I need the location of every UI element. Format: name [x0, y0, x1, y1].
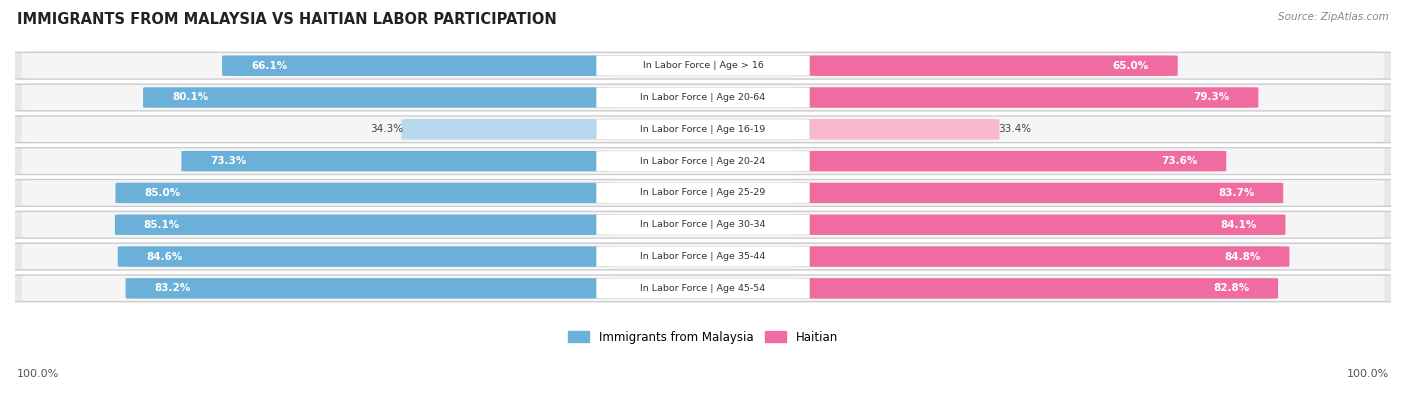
FancyBboxPatch shape	[596, 214, 810, 235]
Text: 100.0%: 100.0%	[1347, 369, 1389, 379]
Text: In Labor Force | Age 35-44: In Labor Force | Age 35-44	[640, 252, 766, 261]
Text: In Labor Force | Age 30-34: In Labor Force | Age 30-34	[640, 220, 766, 229]
Text: 34.3%: 34.3%	[370, 124, 404, 134]
FancyBboxPatch shape	[22, 53, 1384, 78]
FancyBboxPatch shape	[8, 180, 1398, 206]
FancyBboxPatch shape	[22, 244, 1384, 269]
Text: 33.4%: 33.4%	[998, 124, 1031, 134]
Text: 85.1%: 85.1%	[143, 220, 180, 230]
FancyBboxPatch shape	[181, 151, 612, 171]
FancyBboxPatch shape	[22, 85, 1384, 110]
FancyBboxPatch shape	[22, 117, 1384, 142]
FancyBboxPatch shape	[22, 276, 1384, 301]
FancyBboxPatch shape	[143, 87, 612, 108]
FancyBboxPatch shape	[8, 275, 1398, 302]
Legend: Immigrants from Malaysia, Haitian: Immigrants from Malaysia, Haitian	[564, 326, 842, 348]
Text: In Labor Force | Age 45-54: In Labor Force | Age 45-54	[640, 284, 766, 293]
Text: 84.8%: 84.8%	[1225, 252, 1261, 261]
FancyBboxPatch shape	[222, 55, 612, 76]
Text: In Labor Force | Age 25-29: In Labor Force | Age 25-29	[640, 188, 766, 198]
FancyBboxPatch shape	[794, 278, 1278, 299]
Text: In Labor Force | Age 16-19: In Labor Force | Age 16-19	[640, 125, 766, 134]
FancyBboxPatch shape	[596, 56, 810, 76]
FancyBboxPatch shape	[794, 151, 1226, 171]
FancyBboxPatch shape	[596, 87, 810, 108]
FancyBboxPatch shape	[8, 52, 1398, 79]
FancyBboxPatch shape	[794, 214, 1285, 235]
Text: In Labor Force | Age 20-24: In Labor Force | Age 20-24	[640, 157, 766, 166]
Text: 65.0%: 65.0%	[1112, 61, 1149, 71]
Text: 66.1%: 66.1%	[250, 61, 287, 71]
FancyBboxPatch shape	[794, 87, 1258, 108]
FancyBboxPatch shape	[8, 116, 1398, 143]
FancyBboxPatch shape	[794, 55, 1178, 76]
Text: 100.0%: 100.0%	[17, 369, 59, 379]
Text: 84.1%: 84.1%	[1220, 220, 1257, 230]
Text: Source: ZipAtlas.com: Source: ZipAtlas.com	[1278, 12, 1389, 22]
FancyBboxPatch shape	[596, 278, 810, 299]
Text: 83.7%: 83.7%	[1218, 188, 1254, 198]
FancyBboxPatch shape	[115, 214, 612, 235]
Text: 73.3%: 73.3%	[211, 156, 246, 166]
Text: 80.1%: 80.1%	[172, 92, 208, 102]
FancyBboxPatch shape	[402, 119, 612, 139]
Text: In Labor Force | Age 20-64: In Labor Force | Age 20-64	[640, 93, 766, 102]
FancyBboxPatch shape	[596, 246, 810, 267]
FancyBboxPatch shape	[8, 243, 1398, 270]
FancyBboxPatch shape	[596, 183, 810, 203]
FancyBboxPatch shape	[8, 148, 1398, 175]
FancyBboxPatch shape	[8, 84, 1398, 111]
Text: IMMIGRANTS FROM MALAYSIA VS HAITIAN LABOR PARTICIPATION: IMMIGRANTS FROM MALAYSIA VS HAITIAN LABO…	[17, 12, 557, 27]
FancyBboxPatch shape	[22, 149, 1384, 174]
FancyBboxPatch shape	[794, 246, 1289, 267]
FancyBboxPatch shape	[22, 181, 1384, 205]
Text: 85.0%: 85.0%	[145, 188, 180, 198]
FancyBboxPatch shape	[596, 119, 810, 139]
Text: 84.6%: 84.6%	[146, 252, 183, 261]
FancyBboxPatch shape	[794, 119, 1000, 139]
FancyBboxPatch shape	[22, 212, 1384, 237]
Text: 79.3%: 79.3%	[1194, 92, 1229, 102]
Text: 82.8%: 82.8%	[1213, 283, 1250, 293]
FancyBboxPatch shape	[794, 183, 1284, 203]
Text: 73.6%: 73.6%	[1161, 156, 1198, 166]
Text: In Labor Force | Age > 16: In Labor Force | Age > 16	[643, 61, 763, 70]
Text: 83.2%: 83.2%	[155, 283, 191, 293]
FancyBboxPatch shape	[118, 246, 612, 267]
FancyBboxPatch shape	[125, 278, 612, 299]
FancyBboxPatch shape	[115, 183, 612, 203]
FancyBboxPatch shape	[8, 211, 1398, 238]
FancyBboxPatch shape	[596, 151, 810, 171]
